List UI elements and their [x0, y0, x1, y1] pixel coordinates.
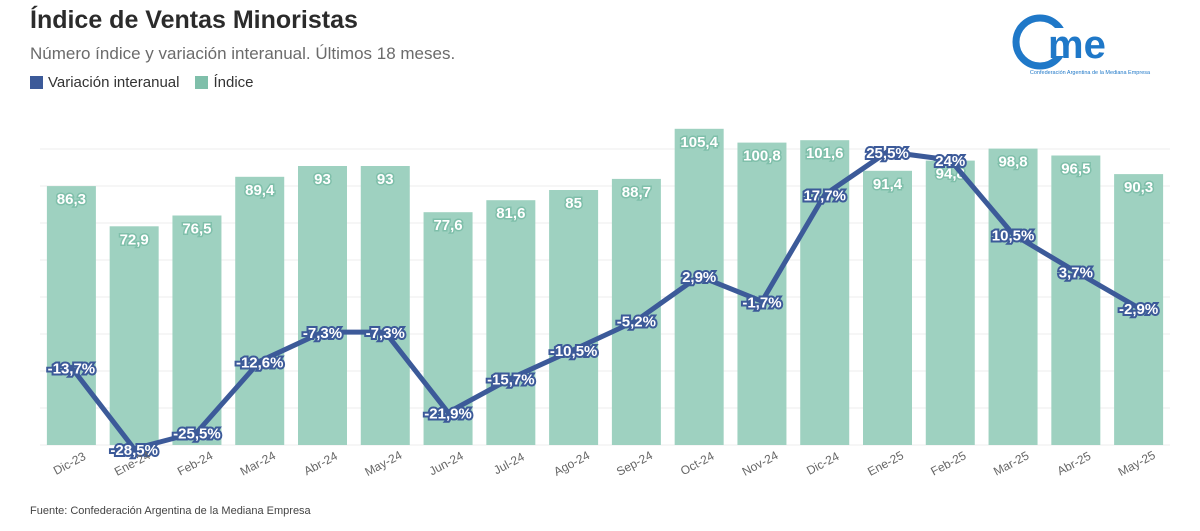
- bar-label: 90,3: [1124, 179, 1153, 196]
- logo-tagline: Confederación Argentina de la Mediana Em…: [1029, 70, 1151, 76]
- bar-label: 81,6: [496, 205, 525, 222]
- legend-swatch-indice: [195, 76, 209, 89]
- bar-indice: [486, 200, 536, 445]
- line-label: 2,9%: [682, 269, 716, 286]
- bar-indice: [863, 170, 912, 446]
- x-tick-label: Feb-24: [175, 448, 215, 478]
- bar-label: 96,5: [1061, 161, 1090, 178]
- bar-indice: [235, 176, 285, 446]
- x-tick-label: Oct-24: [678, 449, 717, 478]
- x-tick-label: Nov-24: [740, 448, 781, 479]
- line-label: -2,9%: [1119, 301, 1158, 318]
- line-label: 25,5%: [866, 145, 909, 162]
- line-label: -12,6%: [236, 354, 284, 371]
- legend-label-variacion: Variación interanual: [48, 74, 180, 91]
- x-tick-label: May-24: [362, 448, 404, 479]
- came-logo-mark: me: [1012, 14, 1106, 70]
- x-tick-label: Mar-24: [238, 448, 278, 478]
- line-label: 17,7%: [803, 188, 846, 205]
- source-note: Fuente: Confederación Argentina de la Me…: [30, 505, 311, 517]
- bar-indice: [800, 140, 850, 445]
- came-logo: me Confederación Argentina de la Mediana…: [1010, 14, 1170, 86]
- bar-label: 88,7: [622, 184, 651, 201]
- bar-indice: [46, 186, 96, 445]
- bar-indice: [298, 166, 347, 445]
- bar-label: 72,9: [120, 231, 149, 248]
- x-tick-label: Abr-25: [1055, 449, 1094, 478]
- x-tick-label: May-25: [1116, 448, 1158, 479]
- line-label: -28,5%: [110, 442, 158, 459]
- bar-label: 89,4: [245, 182, 275, 199]
- chart-title: Índice de Ventas Minoristas: [30, 6, 358, 34]
- bar-indice: [1051, 155, 1101, 445]
- x-tick-label: Dic-23: [51, 449, 88, 478]
- x-tick-label: Jul-24: [491, 449, 527, 477]
- bar-indice: [925, 160, 975, 445]
- bar-indice: [109, 226, 159, 445]
- legend-item-variacion: Variación interanual: [30, 74, 179, 91]
- bar-label: 93: [314, 171, 331, 188]
- x-tick-label: Feb-25: [928, 448, 968, 478]
- bar-label: 93: [377, 171, 394, 188]
- x-tick-label: Jun-24: [427, 449, 466, 479]
- x-tick-label: Sep-24: [614, 448, 655, 479]
- series-line-variacion: [68, 149, 1142, 452]
- legend: Variación interanual Índice: [30, 74, 270, 91]
- bar-indice: [549, 190, 599, 445]
- bar-label: 105,4: [680, 134, 718, 151]
- line-label: -25,5%: [173, 425, 221, 442]
- bar-label: 101,6: [806, 145, 844, 162]
- svg-text:me: me: [1048, 23, 1106, 67]
- line-label: -1,7%: [742, 294, 781, 311]
- legend-item-indice: Índice: [195, 74, 254, 91]
- x-tick-label: Dic-24: [804, 449, 841, 478]
- line-label: -21,9%: [424, 405, 472, 422]
- line-label: -7,3%: [366, 325, 405, 342]
- line-label: 24%: [935, 153, 965, 170]
- bar-label: 77,6: [433, 217, 462, 234]
- bar-label: 86,3: [57, 191, 86, 208]
- x-tick-label: Mar-25: [991, 448, 1031, 478]
- bar-label: 76,5: [182, 221, 211, 238]
- bar-label: 85: [565, 195, 582, 212]
- bar-indice: [611, 178, 661, 445]
- bar-label: 100,8: [743, 148, 781, 165]
- line-label: 3,7%: [1059, 265, 1093, 282]
- line-label: -13,7%: [48, 360, 96, 377]
- x-tick-label: Ago-24: [551, 448, 592, 479]
- line-label: 10,5%: [992, 227, 1035, 244]
- bar-label: 98,8: [998, 154, 1027, 171]
- bar-indice: [988, 148, 1038, 445]
- bar-label: 91,4: [873, 176, 903, 193]
- line-label: -5,2%: [617, 314, 656, 331]
- line-label: -10,5%: [550, 343, 598, 360]
- x-tick-label: Abr-24: [301, 449, 340, 478]
- bar-indice: [172, 215, 222, 445]
- bar-indice: [360, 166, 410, 445]
- legend-label-indice: Índice: [213, 74, 254, 91]
- chart-subtitle: Número índice y variación interanual. Úl…: [30, 44, 456, 63]
- line-label: -15,7%: [487, 371, 535, 388]
- line-label: -7,3%: [303, 325, 342, 342]
- legend-swatch-variacion: [30, 76, 43, 89]
- x-tick-label: Ene-25: [865, 448, 906, 479]
